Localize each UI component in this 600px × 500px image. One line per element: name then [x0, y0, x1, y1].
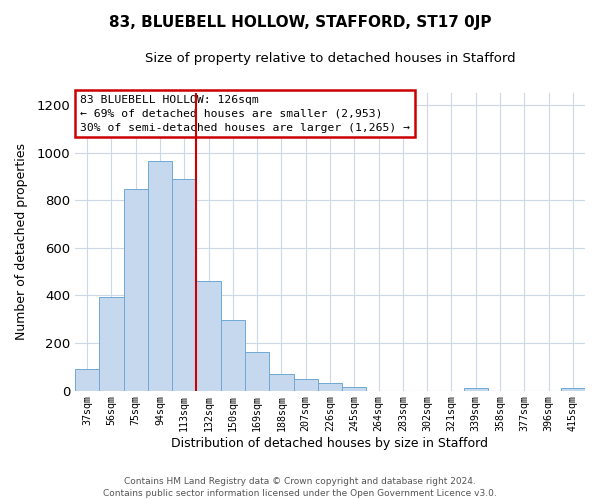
- Bar: [75, 369, 99, 390]
- Bar: [342, 387, 367, 390]
- Bar: [464, 388, 488, 390]
- Bar: [269, 374, 293, 390]
- Bar: [124, 190, 148, 390]
- Text: 83 BLUEBELL HOLLOW: 126sqm
← 69% of detached houses are smaller (2,953)
30% of s: 83 BLUEBELL HOLLOW: 126sqm ← 69% of deta…: [80, 94, 410, 132]
- Bar: [148, 161, 172, 390]
- Bar: [221, 320, 245, 390]
- Text: Contains HM Land Registry data © Crown copyright and database right 2024.
Contai: Contains HM Land Registry data © Crown c…: [103, 476, 497, 498]
- Bar: [172, 178, 196, 390]
- Bar: [318, 382, 342, 390]
- Text: 83, BLUEBELL HOLLOW, STAFFORD, ST17 0JP: 83, BLUEBELL HOLLOW, STAFFORD, ST17 0JP: [109, 15, 491, 30]
- X-axis label: Distribution of detached houses by size in Stafford: Distribution of detached houses by size …: [172, 437, 488, 450]
- Bar: [561, 388, 585, 390]
- Y-axis label: Number of detached properties: Number of detached properties: [15, 144, 28, 340]
- Bar: [293, 378, 318, 390]
- Bar: [99, 296, 124, 390]
- Title: Size of property relative to detached houses in Stafford: Size of property relative to detached ho…: [145, 52, 515, 66]
- Bar: [196, 281, 221, 390]
- Bar: [245, 352, 269, 391]
